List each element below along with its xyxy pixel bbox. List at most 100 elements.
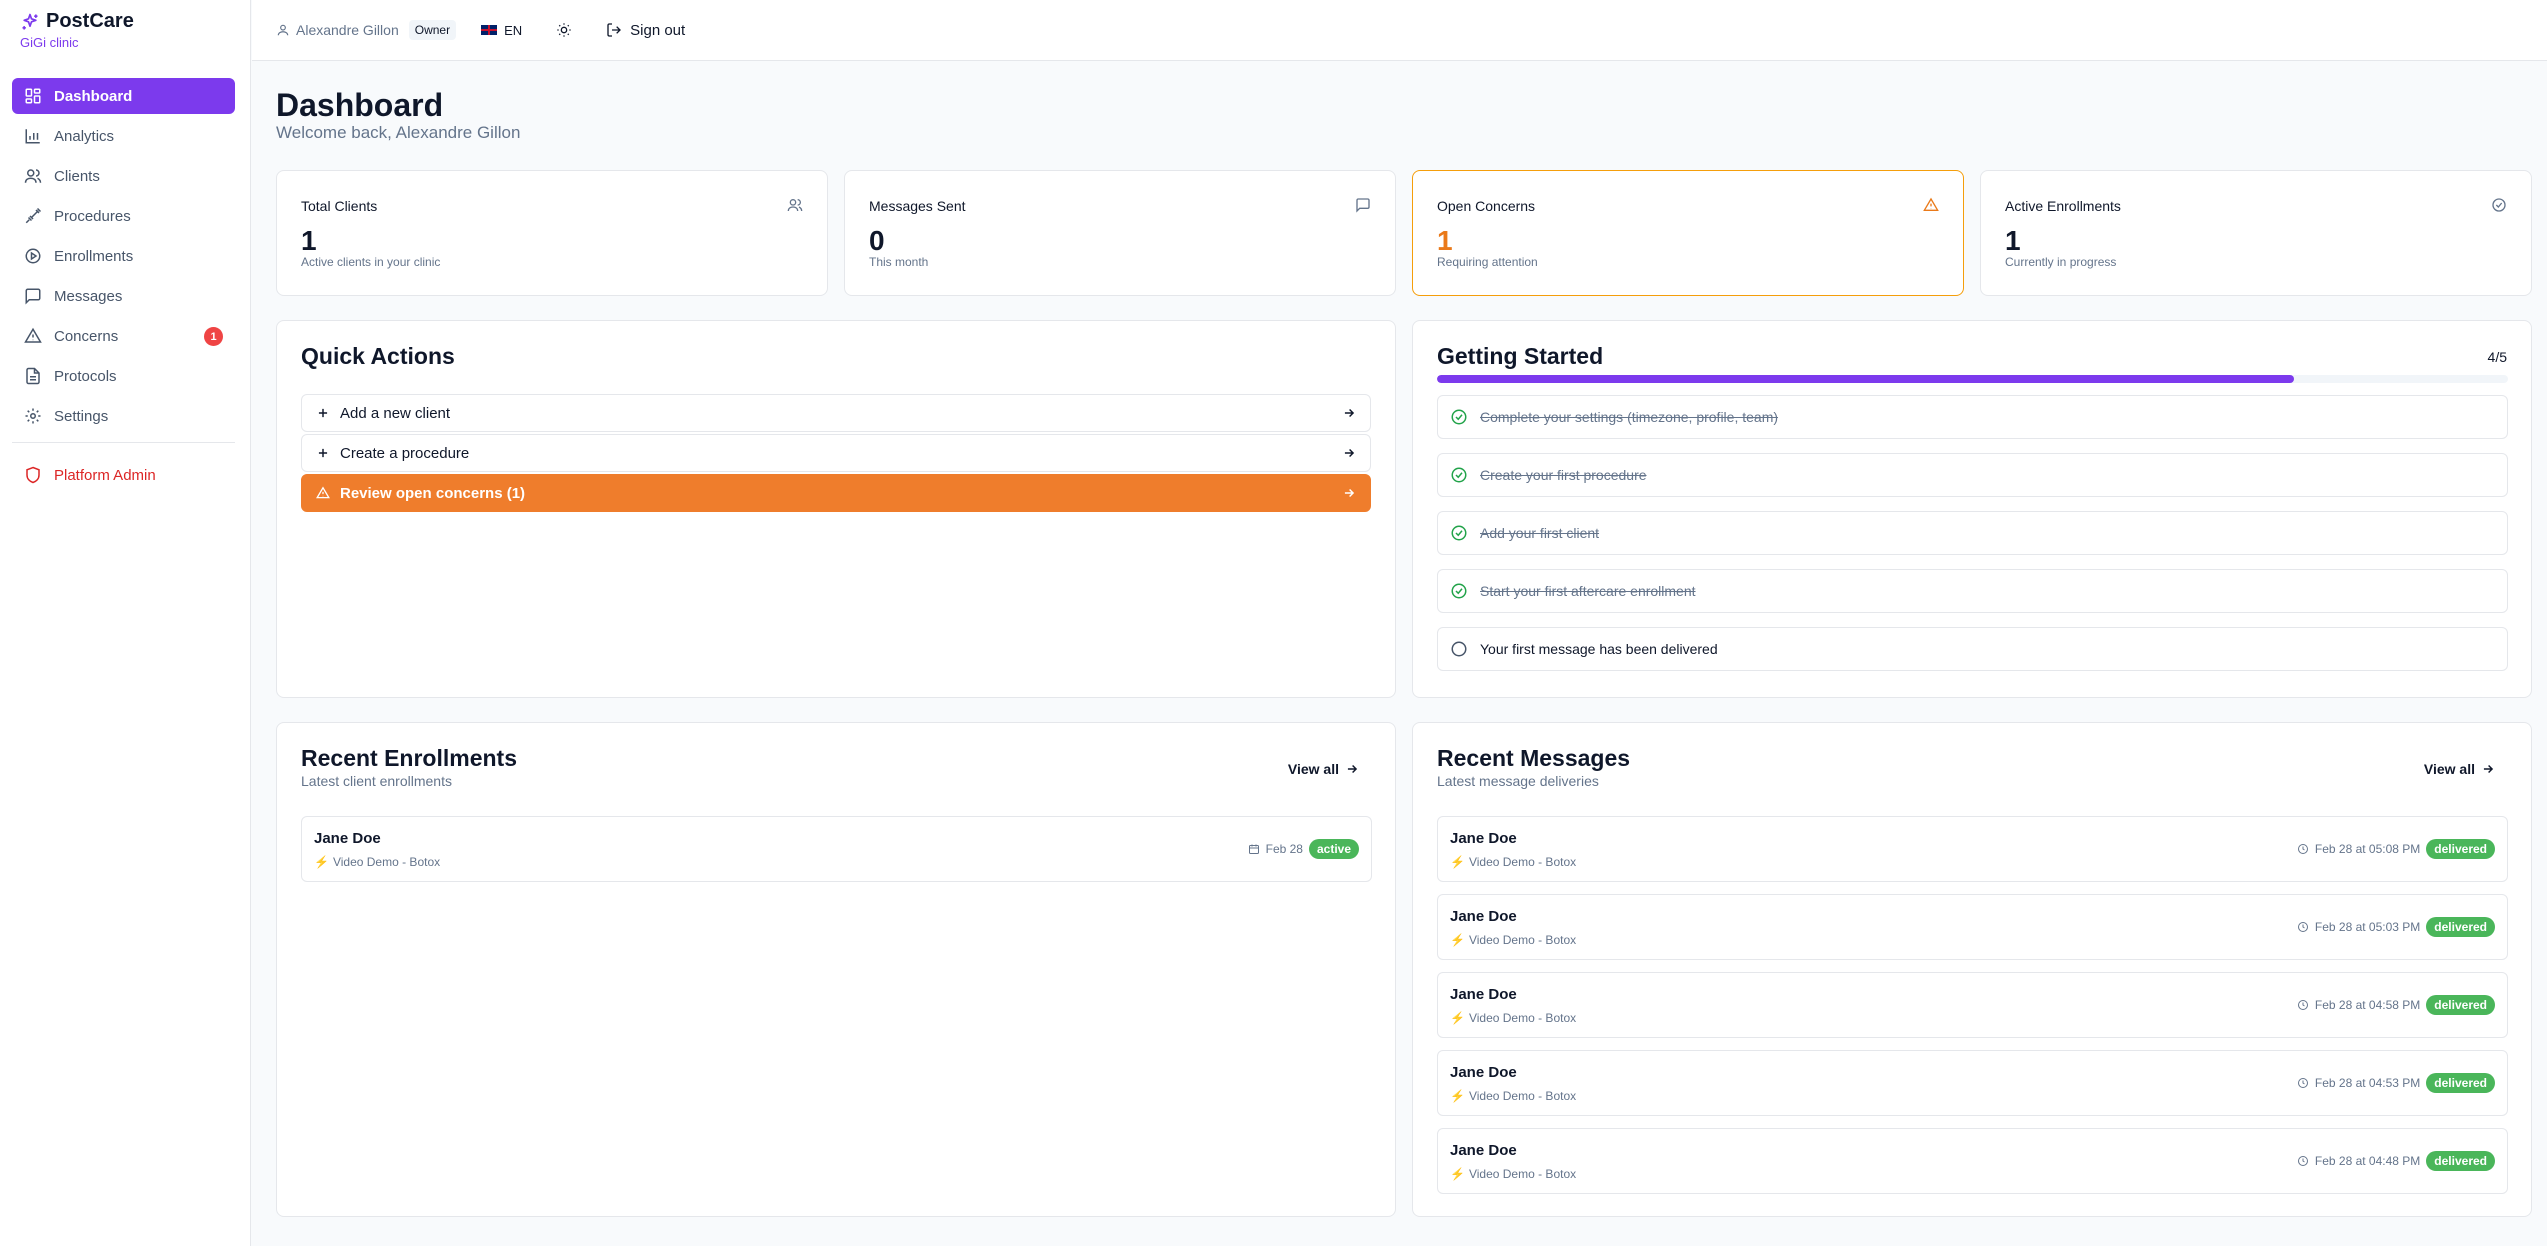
clock-icon <box>2297 999 2309 1011</box>
checklist-item[interactable]: Start your first aftercare enrollment <box>1437 569 2508 613</box>
view-all-enrollments-link[interactable]: View all <box>1288 761 1359 777</box>
panel-title: Recent Enrollments <box>301 745 517 771</box>
message-row[interactable]: Jane Doe ⚡ Video Demo - Botox Feb 28 at 0… <box>1437 972 2508 1038</box>
theme-toggle[interactable] <box>556 22 572 38</box>
plus-icon <box>316 446 330 460</box>
message-row[interactable]: Jane Doe ⚡ Video Demo - Botox Feb 28 at 0… <box>1437 894 2508 960</box>
stat-note: Requiring attention <box>1437 255 1538 269</box>
check-circle-icon <box>2491 197 2507 213</box>
stat-value: 1 <box>1437 225 1453 256</box>
sidebar-item-procedures[interactable]: Procedures <box>12 198 235 234</box>
procedure-info: ⚡ Video Demo - Botox <box>314 855 440 869</box>
enrollment-date: Feb 28 <box>1265 842 1303 856</box>
stat-label: Open Concerns <box>1437 198 1536 214</box>
procedure-name: Video Demo - Botox <box>1468 1167 1577 1181</box>
sidebar-item-messages[interactable]: Messages <box>12 278 235 314</box>
sidebar-item-settings[interactable]: Settings <box>12 398 235 434</box>
view-all-messages-link[interactable]: View all <box>2424 761 2495 777</box>
sun-icon <box>556 22 572 38</box>
users-icon <box>787 197 803 213</box>
stat-card-open-concerns[interactable]: Open Concerns 1 Requiring attention <box>1412 170 1964 296</box>
row-meta: Feb 28 at 04:58 PM delivered <box>2297 995 2495 1015</box>
shield-icon <box>24 466 42 484</box>
checklist-label: Complete your settings (timezone, profil… <box>1480 409 1779 425</box>
message-time: Feb 28 at 04:48 PM <box>2314 1154 2421 1168</box>
user-icon <box>276 23 290 37</box>
sidebar-item-label: Clients <box>54 167 100 185</box>
sign-out-button[interactable]: Sign out <box>606 22 685 39</box>
client-name: Jane Doe <box>1450 1064 1517 1081</box>
recent-messages-panel: Recent Messages Latest message deliverie… <box>1412 722 2532 1217</box>
sidebar-item-clients[interactable]: Clients <box>12 158 235 194</box>
add-client-button[interactable]: Add a new client <box>301 394 1371 432</box>
procedure-info: ⚡ Video Demo - Botox <box>1450 1089 1576 1103</box>
syringe-icon <box>24 207 42 225</box>
client-name: Jane Doe <box>1450 986 1517 1003</box>
review-concerns-button[interactable]: Review open concerns (1) <box>301 474 1371 512</box>
sidebar-item-protocols[interactable]: Protocols <box>12 358 235 394</box>
check-circle-icon <box>1450 582 1468 600</box>
brand[interactable]: PostCare GiGi clinic <box>20 10 134 50</box>
row-meta: Feb 28 at 05:08 PM delivered <box>2297 839 2495 859</box>
stat-note: Active clients in your clinic <box>301 255 441 269</box>
row-meta: Feb 28 at 05:03 PM delivered <box>2297 917 2495 937</box>
sidebar-item-enrollments[interactable]: Enrollments <box>12 238 235 274</box>
bolt-icon: ⚡ <box>1450 1089 1465 1103</box>
checklist-label: Add your first client <box>1480 525 1600 541</box>
plus-icon <box>316 406 330 420</box>
status-badge: delivered <box>2426 1073 2495 1093</box>
arrow-right-icon <box>2481 762 2495 776</box>
panel-subtitle: Latest client enrollments <box>301 773 452 789</box>
sign-out-icon <box>606 22 622 38</box>
create-procedure-button[interactable]: Create a procedure <box>301 434 1371 472</box>
enrollment-row[interactable]: Jane Doe ⚡ Video Demo - Botox Feb 28 acti… <box>301 816 1372 882</box>
user-name: Alexandre Gillon <box>296 22 399 38</box>
sidebar-item-label: Analytics <box>54 127 115 145</box>
message-row[interactable]: Jane Doe ⚡ Video Demo - Botox Feb 28 at 0… <box>1437 1050 2508 1116</box>
checklist-item[interactable]: Your first message has been delivered <box>1437 627 2508 671</box>
progress-fill <box>1437 375 2294 383</box>
sidebar-item-label: Procedures <box>54 207 131 225</box>
row-meta: Feb 28 at 04:53 PM delivered <box>2297 1073 2495 1093</box>
sparkle-logo-icon <box>20 12 40 32</box>
stat-value: 0 <box>869 225 885 256</box>
message-time: Feb 28 at 04:53 PM <box>2314 1076 2421 1090</box>
checklist-item[interactable]: Add your first client <box>1437 511 2508 555</box>
sidebar-item-concerns[interactable]: Concerns 1 <box>12 318 235 354</box>
sidebar-item-analytics[interactable]: Analytics <box>12 118 235 154</box>
procedure-name: Video Demo - Botox <box>1468 855 1577 869</box>
message-icon <box>24 287 42 305</box>
sidebar-divider <box>12 442 235 443</box>
message-row[interactable]: Jane Doe ⚡ Video Demo - Botox Feb 28 at 0… <box>1437 816 2508 882</box>
sidebar-item-label: Protocols <box>54 367 117 385</box>
sidebar-item-dashboard[interactable]: Dashboard <box>12 78 235 114</box>
status-badge: delivered <box>2426 995 2495 1015</box>
checklist-item[interactable]: Create your first procedure <box>1437 453 2508 497</box>
progress-count: 4/5 <box>2487 349 2507 365</box>
row-meta: Feb 28 at 04:48 PM delivered <box>2297 1151 2495 1171</box>
dashboard-icon <box>24 87 42 105</box>
alert-triangle-icon <box>24 327 42 345</box>
concerns-count-badge: 1 <box>204 327 223 346</box>
arrow-right-icon <box>1345 762 1359 776</box>
message-time: Feb 28 at 05:03 PM <box>2314 920 2421 934</box>
sidebar-item-label: Dashboard <box>54 87 133 105</box>
page-subtitle: Welcome back, Alexandre Gillon <box>276 123 521 142</box>
check-circle-icon <box>1450 524 1468 542</box>
checklist-item[interactable]: Complete your settings (timezone, profil… <box>1437 395 2508 439</box>
language-switcher[interactable]: EN <box>480 23 522 38</box>
stat-value: 1 <box>301 225 317 256</box>
stat-note: Currently in progress <box>2005 255 2117 269</box>
message-row[interactable]: Jane Doe ⚡ Video Demo - Botox Feb 28 at 0… <box>1437 1128 2508 1194</box>
bolt-icon: ⚡ <box>1450 1167 1465 1181</box>
procedure-info: ⚡ Video Demo - Botox <box>1450 1011 1576 1025</box>
user-menu[interactable]: Alexandre Gillon Owner <box>276 20 457 40</box>
status-badge: active <box>1308 839 1359 859</box>
procedure-info: ⚡ Video Demo - Botox <box>1450 855 1576 869</box>
topbar: Alexandre Gillon Owner EN Sign out <box>252 0 2547 61</box>
arrow-right-icon <box>1342 406 1356 420</box>
status-badge: delivered <box>2426 1151 2495 1171</box>
stat-card-active-enrollments: Active Enrollments 1 Currently in progre… <box>1980 170 2532 296</box>
sidebar-item-platform-admin[interactable]: Platform Admin <box>12 457 235 493</box>
alert-triangle-icon <box>316 486 330 500</box>
